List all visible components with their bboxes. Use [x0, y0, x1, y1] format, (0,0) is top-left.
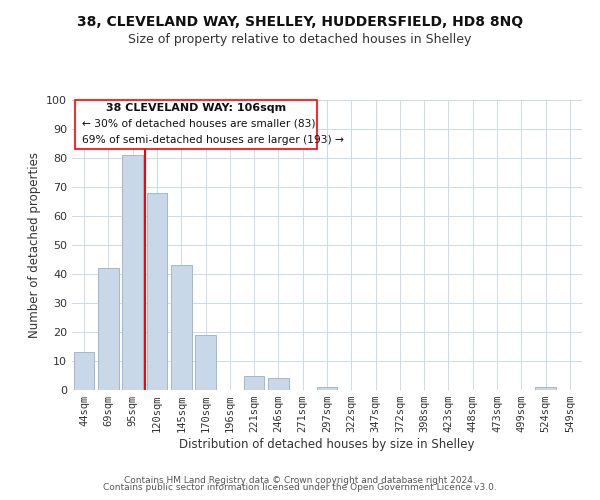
Bar [317, 387, 337, 390]
Text: Contains HM Land Registry data © Crown copyright and database right 2024.: Contains HM Land Registry data © Crown c… [124, 476, 476, 485]
Bar [195, 335, 216, 390]
Text: 38, CLEVELAND WAY, SHELLEY, HUDDERSFIELD, HD8 8NQ: 38, CLEVELAND WAY, SHELLEY, HUDDERSFIELD… [77, 15, 523, 29]
Text: 69% of semi-detached houses are larger (193) →: 69% of semi-detached houses are larger (… [82, 135, 344, 145]
Text: 38 CLEVELAND WAY: 106sqm: 38 CLEVELAND WAY: 106sqm [106, 103, 286, 113]
Text: Size of property relative to detached houses in Shelley: Size of property relative to detached ho… [128, 32, 472, 46]
Bar [244, 376, 265, 390]
Bar [535, 387, 556, 390]
Y-axis label: Number of detached properties: Number of detached properties [28, 152, 41, 338]
Bar [98, 268, 119, 390]
X-axis label: Distribution of detached houses by size in Shelley: Distribution of detached houses by size … [179, 438, 475, 451]
FancyBboxPatch shape [74, 100, 317, 150]
Text: ← 30% of detached houses are smaller (83): ← 30% of detached houses are smaller (83… [82, 119, 316, 129]
Bar [171, 266, 191, 390]
Bar [122, 155, 143, 390]
Bar [74, 352, 94, 390]
Text: Contains public sector information licensed under the Open Government Licence v3: Contains public sector information licen… [103, 484, 497, 492]
Bar [146, 193, 167, 390]
Bar [268, 378, 289, 390]
